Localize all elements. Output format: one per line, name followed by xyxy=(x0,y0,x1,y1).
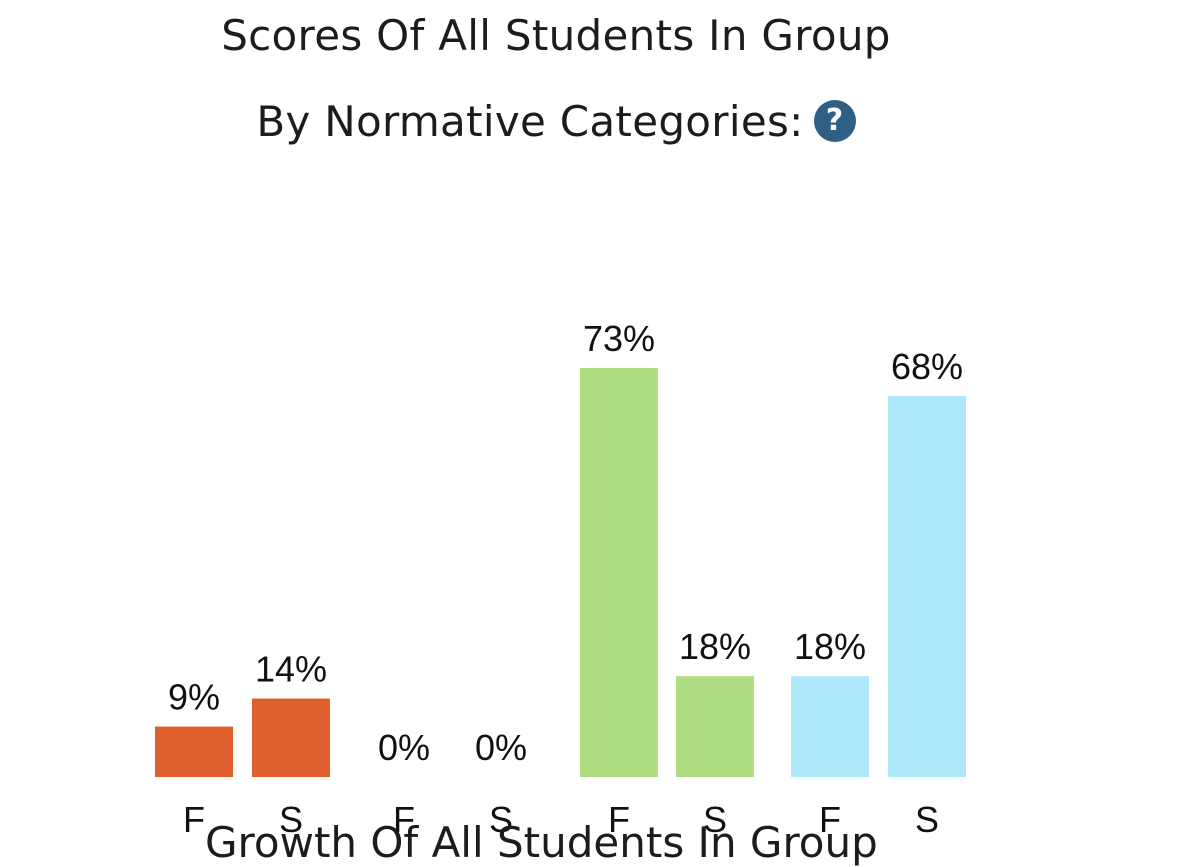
data-label-6: 18% xyxy=(679,626,751,667)
next-section-title: Growth Of All Students In Group xyxy=(205,818,878,867)
bar-2 xyxy=(252,698,330,777)
bar-chart: 9% 14% 0% 0% 73% 18% 18% 68% F S F S F S F S xyxy=(155,318,966,839)
chart-subtitle-text: By Normative Categories: xyxy=(256,97,804,146)
bar-1 xyxy=(155,726,233,777)
bar-5 xyxy=(580,368,658,777)
category-label-5: F xyxy=(608,799,630,839)
data-label-3: 0% xyxy=(378,727,430,768)
category-label-6: S xyxy=(703,799,727,839)
category-label-1: F xyxy=(183,799,205,839)
bar-6 xyxy=(676,676,754,777)
chart-title-line-1: Scores Of All Students In Group xyxy=(0,11,1112,60)
category-label-7: F xyxy=(819,799,841,839)
bars-group xyxy=(155,368,966,777)
bar-7 xyxy=(791,676,869,777)
category-label-8: S xyxy=(915,799,939,839)
data-label-1: 9% xyxy=(168,677,220,718)
data-label-5: 73% xyxy=(583,318,655,359)
category-label-4: S xyxy=(489,799,513,839)
bar-8 xyxy=(888,396,966,777)
category-label-3: F xyxy=(393,799,415,839)
value-labels-group: 9% 14% 0% 0% 73% 18% 18% 68% xyxy=(168,318,963,768)
category-label-2: S xyxy=(279,799,303,839)
question-circle-icon[interactable]: ? xyxy=(813,99,856,142)
chart-title-line-2: By Normative Categories:? xyxy=(0,97,1112,146)
data-label-7: 18% xyxy=(794,626,866,667)
data-label-2: 14% xyxy=(255,649,327,690)
data-label-4: 0% xyxy=(475,727,527,768)
data-label-8: 68% xyxy=(891,346,963,387)
chart-title-text: Scores Of All Students In Group xyxy=(221,11,891,60)
